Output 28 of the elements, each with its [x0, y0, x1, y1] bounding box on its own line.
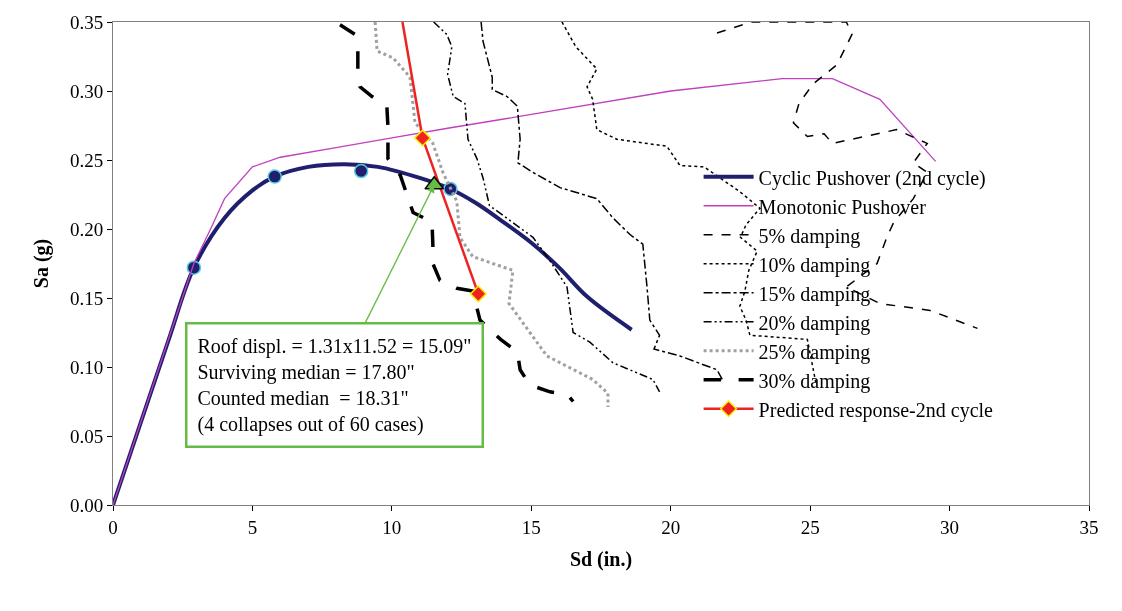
x-tick-label: 15	[521, 516, 541, 538]
x-tick-label: 0	[108, 516, 118, 538]
y-axis-title: Sa (g)	[30, 238, 54, 289]
y-tick-label: 0.30	[69, 80, 104, 102]
x-tick-label: 20	[661, 516, 681, 538]
legend-label: Cyclic Pushover (2nd cycle)	[758, 166, 986, 190]
y-tick-label: 0.15	[69, 287, 104, 309]
x-tick-label: 10	[382, 516, 402, 538]
legend-label: 10% damping	[758, 253, 871, 277]
legend-label: 25% damping	[758, 340, 871, 364]
y-tick-label: 0.35	[69, 11, 104, 33]
x-axis-title: Sd (in.)	[569, 548, 633, 572]
annotation: Roof displ. = 1.31x11.52 = 15.09" Surviving median = 17.80" Counted median = 18.31" (4 collapses out of 60 cases)	[197, 334, 472, 436]
x-tick-label: 35	[1079, 516, 1099, 538]
legend-label: 20% damping	[758, 311, 871, 335]
legend-label: Monotonic Pushover	[758, 195, 927, 218]
y-tick-label: 0.00	[69, 494, 104, 516]
y-tick-label: 0.10	[69, 356, 104, 378]
y-tick-label: 0.20	[69, 218, 104, 240]
x-tick-label: 25	[800, 516, 820, 538]
legend-label: 30% damping	[758, 369, 871, 393]
y-tick-label: 0.05	[69, 425, 104, 447]
x-tick-label: 5	[247, 516, 258, 538]
legend-label: 15% damping	[758, 282, 871, 306]
y-tick-label: 0.25	[69, 149, 104, 171]
legend-label: 5% damping	[758, 224, 861, 248]
x-tick-label: 30	[940, 516, 960, 538]
legend-label: Predicted response-2nd cycle	[758, 398, 994, 422]
